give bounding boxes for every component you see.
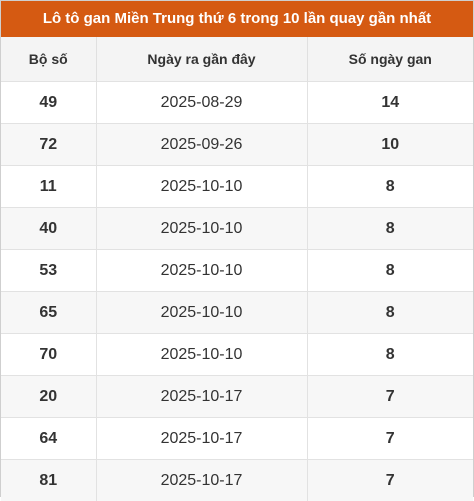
cell-number: 20 xyxy=(1,376,96,418)
cell-number: 49 xyxy=(1,82,96,124)
table-row: 53 2025-10-10 8 xyxy=(1,250,473,292)
cell-date: 2025-10-17 xyxy=(96,460,307,501)
table-row: 40 2025-10-10 8 xyxy=(1,208,473,250)
table-row: 64 2025-10-17 7 xyxy=(1,418,473,460)
table-row: 72 2025-09-26 10 xyxy=(1,124,473,166)
cell-number: 64 xyxy=(1,418,96,460)
table-row: 20 2025-10-17 7 xyxy=(1,376,473,418)
header-row: Bộ số Ngày ra gần đây Số ngày gan xyxy=(1,37,473,82)
cell-date: 2025-10-17 xyxy=(96,376,307,418)
table-row: 65 2025-10-10 8 xyxy=(1,292,473,334)
cell-gan-days: 7 xyxy=(307,418,473,460)
cell-gan-days: 10 xyxy=(307,124,473,166)
cell-number: 53 xyxy=(1,250,96,292)
lo-gan-table: Bộ số Ngày ra gần đây Số ngày gan 49 202… xyxy=(1,37,473,501)
cell-date: 2025-10-10 xyxy=(96,292,307,334)
cell-date: 2025-10-17 xyxy=(96,418,307,460)
cell-date: 2025-08-29 xyxy=(96,82,307,124)
cell-number: 81 xyxy=(1,460,96,501)
cell-date: 2025-09-26 xyxy=(96,124,307,166)
cell-date: 2025-10-10 xyxy=(96,208,307,250)
cell-date: 2025-10-10 xyxy=(96,166,307,208)
column-header-recent-date: Ngày ra gần đây xyxy=(96,37,307,82)
table-row: 49 2025-08-29 14 xyxy=(1,82,473,124)
cell-date: 2025-10-10 xyxy=(96,250,307,292)
cell-gan-days: 8 xyxy=(307,292,473,334)
cell-number: 70 xyxy=(1,334,96,376)
table-title: Lô tô gan Miền Trung thứ 6 trong 10 lần … xyxy=(1,1,473,37)
column-header-number: Bộ số xyxy=(1,37,96,82)
cell-gan-days: 7 xyxy=(307,376,473,418)
cell-gan-days: 14 xyxy=(307,82,473,124)
cell-date: 2025-10-10 xyxy=(96,334,307,376)
cell-gan-days: 8 xyxy=(307,250,473,292)
cell-number: 40 xyxy=(1,208,96,250)
cell-gan-days: 8 xyxy=(307,166,473,208)
column-header-gan-days: Số ngày gan xyxy=(307,37,473,82)
cell-gan-days: 8 xyxy=(307,208,473,250)
cell-number: 72 xyxy=(1,124,96,166)
cell-number: 65 xyxy=(1,292,96,334)
table-row: 11 2025-10-10 8 xyxy=(1,166,473,208)
cell-gan-days: 8 xyxy=(307,334,473,376)
table-row: 81 2025-10-17 7 xyxy=(1,460,473,501)
cell-gan-days: 7 xyxy=(307,460,473,501)
cell-number: 11 xyxy=(1,166,96,208)
table-row: 70 2025-10-10 8 xyxy=(1,334,473,376)
